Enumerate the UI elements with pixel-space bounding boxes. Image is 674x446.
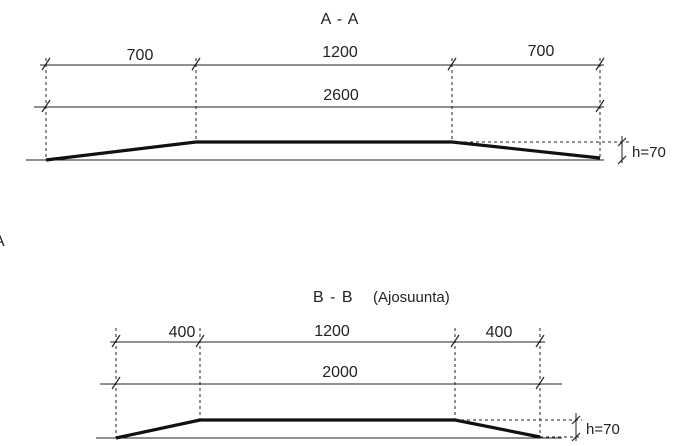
aa-dim-middle: 1200 [322,44,358,61]
aa-dim-right: 700 [528,43,555,60]
section-aa-title: A - A [321,11,360,28]
bb-dim-right: 400 [486,324,513,341]
section-bb-subtitle: (Ajosuunta) [373,289,450,306]
edge-fragment: A [0,233,5,250]
bb-height-label: h=70 [586,421,620,438]
aa-height-tick-bottom [617,155,627,165]
bb-dim-left: 400 [169,324,196,341]
bb-dim-total: 2000 [322,364,358,381]
bb-bump-profile [115,418,541,440]
aa-dim-left: 700 [127,47,154,64]
aa-height-label: h=70 [632,144,666,161]
section-bb: B - B (Ajosuunta) 400 1200 400 2000 [96,289,620,442]
aa-bump-profile [45,140,601,162]
bb-height-tick-top [571,415,581,425]
bb-dim-middle: 1200 [314,323,350,340]
aa-height-tick-top [617,137,627,147]
aa-dim-total: 2600 [323,87,359,104]
bb-height-tick-bottom [571,432,581,442]
section-bb-title: B - B [313,289,354,306]
section-aa: A - A 700 1200 700 2600 h=70 [26,11,666,165]
